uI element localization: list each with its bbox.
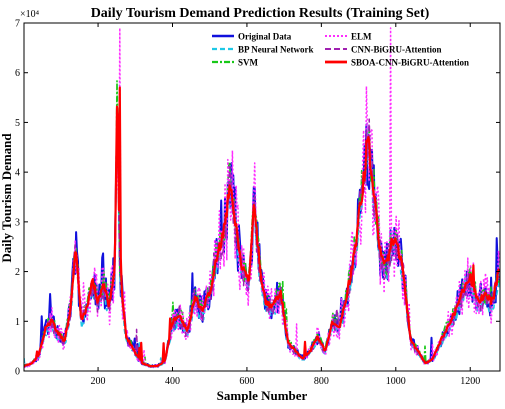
- legend-label-elm: ELM: [351, 32, 372, 42]
- series-line-original-data: [24, 113, 500, 369]
- plot-area: [24, 27, 500, 369]
- legend: Original Data BP Neural Network SVM ELM CNN-…: [212, 32, 469, 68]
- y-tick-label: 5: [15, 118, 20, 129]
- x-tick-label: 1000: [386, 376, 406, 387]
- y-tick-label: 1: [15, 317, 20, 328]
- x-tick-label: 800: [314, 376, 329, 387]
- y-tick-label: 2: [15, 267, 20, 278]
- series-line-elm: [24, 27, 500, 369]
- series-line-bp-neural-network: [24, 107, 500, 368]
- legend-label-sboa-cnn-bigru-attention: SBOA-CNN-BiGRU-Attention: [351, 58, 469, 68]
- series-line-cnn-bigru-attention: [24, 118, 500, 368]
- y-tick-label: 4: [15, 168, 20, 179]
- y-tick-label: 6: [15, 68, 20, 79]
- x-tick-label: 600: [239, 376, 254, 387]
- series-line-sboa-cnn-bigru-attention: [24, 86, 500, 368]
- chart-title: Daily Tourism Demand Prediction Results …: [91, 6, 430, 21]
- x-tick-label: 400: [165, 376, 180, 387]
- y-tick-label: 0: [15, 367, 20, 378]
- x-axis-label: Sample Number: [217, 388, 308, 403]
- series-group: [24, 27, 500, 369]
- y-exponent-label: ×10⁴: [20, 9, 40, 20]
- legend-label-svm: SVM: [238, 58, 259, 68]
- axes-frame: [23, 22, 501, 372]
- y-tick-label: 7: [15, 19, 20, 30]
- legend-label-cnn-bigru-attention: CNN-BiGRU-Attention: [351, 45, 442, 55]
- y-tick-label: 3: [15, 217, 20, 228]
- series-line-svm: [24, 80, 500, 368]
- axes: 200 400 600 800 1000 1200 0 1 2 3 4 5 6 7: [15, 19, 501, 387]
- x-tick-label: 200: [91, 376, 106, 387]
- legend-label-bp-neural-network: BP Neural Network: [238, 45, 314, 55]
- legend-label-original-data: Original Data: [238, 32, 292, 42]
- y-axis-label: Daily Tourism Demand: [0, 133, 14, 263]
- x-tick-label: 1200: [460, 376, 480, 387]
